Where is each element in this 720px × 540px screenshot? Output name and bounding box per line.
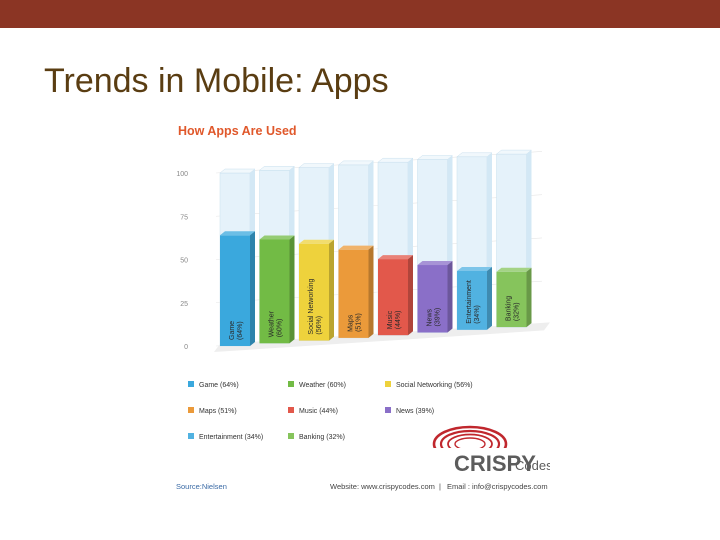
bar-value-side bbox=[329, 239, 334, 341]
legend-label: Banking (32%) bbox=[299, 434, 345, 441]
legend-label: Music (44%) bbox=[299, 408, 338, 415]
bar-banking: Banking(32%) bbox=[495, 149, 533, 328]
bar-category-label: Banking(32%) bbox=[506, 296, 521, 321]
bar-value-top bbox=[417, 261, 453, 266]
bar-value-side bbox=[289, 235, 295, 344]
source-text: Source:Nielsen bbox=[176, 482, 227, 491]
bar-value-side bbox=[447, 261, 453, 333]
legend-label: Entertainment (34%) bbox=[199, 434, 263, 441]
bar-category-label: Music(44%) bbox=[387, 310, 402, 329]
bar-value bbox=[299, 243, 329, 341]
bar-category-label: Maps(51%) bbox=[348, 313, 363, 332]
legend-swatch bbox=[188, 433, 194, 439]
legend-item: News (39%) bbox=[385, 407, 434, 415]
bar-value bbox=[259, 239, 290, 344]
bar-game: Game(64%) bbox=[219, 168, 256, 347]
bar-background-top bbox=[298, 163, 335, 168]
legend-label: Social Networking (56%) bbox=[396, 382, 473, 389]
bar-category-label: Entertainment(34%) bbox=[466, 280, 481, 324]
bar-background-top bbox=[416, 155, 454, 160]
legend-item: Game (64%) bbox=[188, 381, 239, 389]
y-tick-label: 100 bbox=[176, 171, 188, 178]
bar-maps: Maps(51%) bbox=[337, 160, 375, 339]
bar-value-side bbox=[526, 267, 532, 328]
legend-item: Social Networking (56%) bbox=[385, 381, 473, 389]
bar-weather: Weather(60%) bbox=[258, 166, 296, 344]
footer-separator: | bbox=[439, 482, 441, 491]
bar-background-top bbox=[337, 160, 375, 166]
bar-value bbox=[220, 235, 250, 346]
bar-value-top bbox=[259, 235, 295, 240]
bar-value bbox=[338, 249, 369, 338]
bar-value-top bbox=[220, 231, 255, 236]
y-tick-label: 25 bbox=[180, 301, 188, 308]
bar-value bbox=[378, 259, 408, 336]
bar-background-top bbox=[456, 152, 493, 158]
legend-swatch bbox=[188, 381, 194, 387]
bar-value-top bbox=[299, 239, 334, 244]
legend-swatch bbox=[288, 407, 294, 413]
bar-value-top bbox=[338, 245, 374, 250]
legend-item: Maps (51%) bbox=[188, 407, 237, 415]
y-tick-label: 0 bbox=[184, 344, 188, 351]
legend-swatch bbox=[385, 407, 391, 413]
bar-music: Music(44%) bbox=[377, 157, 414, 336]
legend-item: Entertainment (34%) bbox=[188, 433, 263, 441]
email-text: Email : info@crispycodes.com bbox=[447, 482, 548, 491]
y-tick-label: 50 bbox=[180, 258, 188, 265]
bar-background-top bbox=[258, 166, 296, 171]
bar-value-top bbox=[496, 267, 532, 272]
bar-background-top bbox=[495, 149, 533, 155]
legend-label: Weather (60%) bbox=[299, 382, 346, 389]
legend-item: Music (44%) bbox=[288, 407, 338, 415]
bar-background-top bbox=[377, 157, 414, 163]
bar-entertainment: Entertainment(34%) bbox=[456, 152, 493, 331]
bar-value-side bbox=[487, 266, 492, 330]
legend-label: News (39%) bbox=[396, 408, 434, 415]
bar-value bbox=[457, 270, 487, 330]
bar-category-label: Social Networking(56%) bbox=[308, 278, 323, 334]
legend-item: Banking (32%) bbox=[288, 433, 345, 441]
bar-background-top bbox=[219, 168, 256, 174]
logo-crispy-text: CRISPY bbox=[454, 451, 536, 476]
bar-chart: How Apps Are Used 0 25 50 75 100 Game(64%) We… bbox=[176, 124, 550, 491]
bar-news: News(39%) bbox=[416, 155, 454, 333]
bar-social-networking: Social Networking(56%) bbox=[298, 163, 335, 341]
bar-category-label: News(39%) bbox=[427, 308, 442, 327]
legend-label: Maps (51%) bbox=[199, 408, 237, 415]
bar-category-label: Game(64%) bbox=[229, 321, 244, 340]
slide-title: Trends in Mobile: Apps bbox=[44, 62, 389, 100]
logo-codes-text: Codes bbox=[515, 458, 550, 473]
legend-swatch bbox=[188, 407, 194, 413]
bar-value bbox=[496, 271, 527, 328]
bar-value-top bbox=[457, 266, 492, 271]
legend-swatch bbox=[288, 381, 294, 387]
bar-value bbox=[417, 265, 448, 333]
slide-top-bar bbox=[0, 0, 720, 28]
legend-swatch bbox=[385, 381, 391, 387]
legend-label: Game (64%) bbox=[199, 382, 239, 389]
legend-item: Weather (60%) bbox=[288, 381, 346, 389]
bar-value-side bbox=[368, 245, 374, 338]
bar-value-top bbox=[378, 255, 413, 260]
website-text: Website: www.crispycodes.com bbox=[330, 482, 435, 491]
bar-value-side bbox=[408, 255, 413, 336]
legend-swatch bbox=[288, 433, 294, 439]
y-tick-label: 75 bbox=[180, 214, 188, 221]
bar-category-label: Weather(60%) bbox=[269, 310, 284, 337]
bar-value-side bbox=[250, 231, 255, 346]
crispy-codes-logo: CRISPY Codes bbox=[426, 425, 550, 476]
chart-title: How Apps Are Used bbox=[178, 124, 297, 138]
